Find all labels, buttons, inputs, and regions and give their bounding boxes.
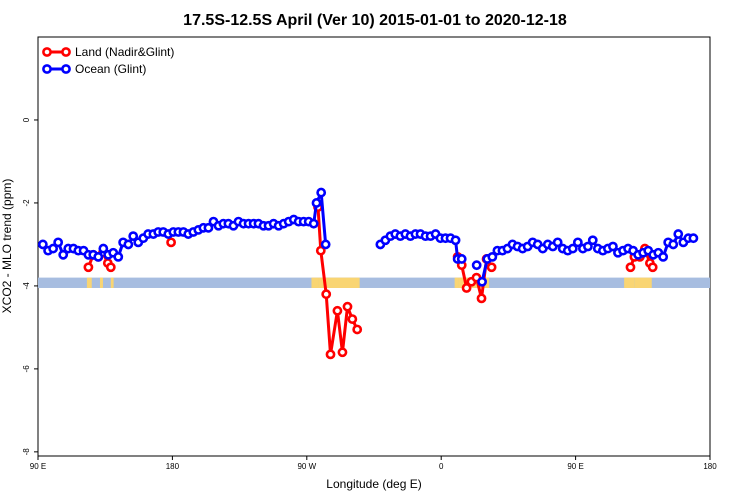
data-point bbox=[352, 324, 363, 335]
data-point bbox=[552, 237, 563, 248]
land-ocean-band bbox=[38, 277, 710, 288]
legend-marker bbox=[42, 64, 52, 74]
legend-label: Land (Nadir&Glint) bbox=[75, 45, 174, 59]
legend: Land (Nadir&Glint) Ocean (Glint) bbox=[42, 45, 174, 76]
x-tick-label: 90 W bbox=[297, 462, 316, 471]
land-band-segment bbox=[86, 277, 92, 288]
data-point bbox=[83, 262, 94, 273]
land-band-segment bbox=[634, 277, 652, 288]
data-point bbox=[668, 239, 679, 250]
data-point bbox=[456, 254, 467, 264]
data-point bbox=[587, 235, 598, 246]
data-point bbox=[37, 239, 48, 250]
y-axis-label: XCO2 - MLO trend (ppm) bbox=[0, 179, 14, 314]
data-point bbox=[450, 235, 461, 246]
legend-marker bbox=[61, 47, 71, 57]
data-point bbox=[583, 241, 593, 252]
data-point bbox=[658, 251, 669, 262]
plot-frame bbox=[37, 36, 711, 457]
data-point bbox=[461, 283, 472, 293]
data-point bbox=[476, 293, 487, 304]
data-point bbox=[320, 239, 331, 250]
data-point bbox=[93, 251, 104, 262]
data-point bbox=[53, 237, 64, 248]
data-point bbox=[647, 262, 658, 273]
data-point bbox=[337, 347, 348, 358]
data-point bbox=[316, 187, 327, 198]
land-band-segment bbox=[110, 277, 114, 288]
data-point bbox=[113, 251, 124, 262]
data-point bbox=[625, 262, 636, 273]
data-point bbox=[128, 231, 139, 242]
land-band-segment bbox=[318, 277, 360, 288]
data-point bbox=[308, 218, 319, 229]
data-point bbox=[58, 249, 69, 260]
data-point bbox=[572, 237, 583, 248]
x-tick-label: 90 E bbox=[30, 462, 46, 471]
data-point bbox=[347, 314, 358, 324]
data-point bbox=[203, 222, 214, 233]
axis-ticks: 90 E 180 90 W 0 90 E 180 0 -2 -4 -6 -8 bbox=[22, 117, 717, 471]
ocean-band bbox=[38, 277, 710, 288]
data-point bbox=[105, 262, 116, 273]
data-point bbox=[325, 349, 336, 360]
data-point bbox=[166, 237, 176, 248]
x-tick-label: 180 bbox=[166, 462, 180, 471]
data-point bbox=[48, 243, 59, 254]
x-tick-label: 180 bbox=[703, 462, 717, 471]
legend-marker bbox=[42, 47, 52, 57]
data-point bbox=[342, 301, 353, 312]
data-point bbox=[332, 305, 343, 316]
data-point bbox=[688, 233, 699, 244]
data-point bbox=[471, 260, 482, 271]
data-point bbox=[608, 241, 618, 252]
land-band-segment bbox=[99, 277, 103, 288]
y-tick-label: -6 bbox=[22, 365, 31, 373]
x-tick-label: 0 bbox=[439, 462, 444, 471]
data-point bbox=[477, 276, 487, 287]
series-group bbox=[37, 187, 699, 287]
y-tick-label: 0 bbox=[22, 117, 31, 122]
data-point bbox=[486, 262, 497, 273]
data-point bbox=[123, 239, 134, 250]
land-band-segment bbox=[311, 277, 319, 288]
x-axis-label: Longitude (deg E) bbox=[326, 477, 421, 491]
legend-label: Ocean (Glint) bbox=[75, 62, 146, 76]
data-point bbox=[98, 243, 109, 254]
land-band-segment bbox=[454, 277, 459, 288]
data-point bbox=[487, 251, 498, 262]
data-point bbox=[673, 229, 684, 239]
data-point bbox=[315, 245, 326, 256]
y-tick-label: -4 bbox=[22, 282, 31, 290]
y-tick-label: -8 bbox=[22, 448, 31, 456]
legend-marker bbox=[61, 64, 71, 74]
x-tick-label: 90 E bbox=[567, 462, 583, 471]
land-band-segment bbox=[624, 277, 635, 288]
chart-title: 17.5S-12.5S April (Ver 10) 2015-01-01 to… bbox=[183, 12, 567, 29]
series-layer bbox=[37, 187, 699, 360]
data-point bbox=[321, 289, 332, 300]
y-tick-label: -2 bbox=[22, 199, 31, 207]
data-point bbox=[311, 198, 322, 208]
data-point bbox=[567, 243, 578, 254]
